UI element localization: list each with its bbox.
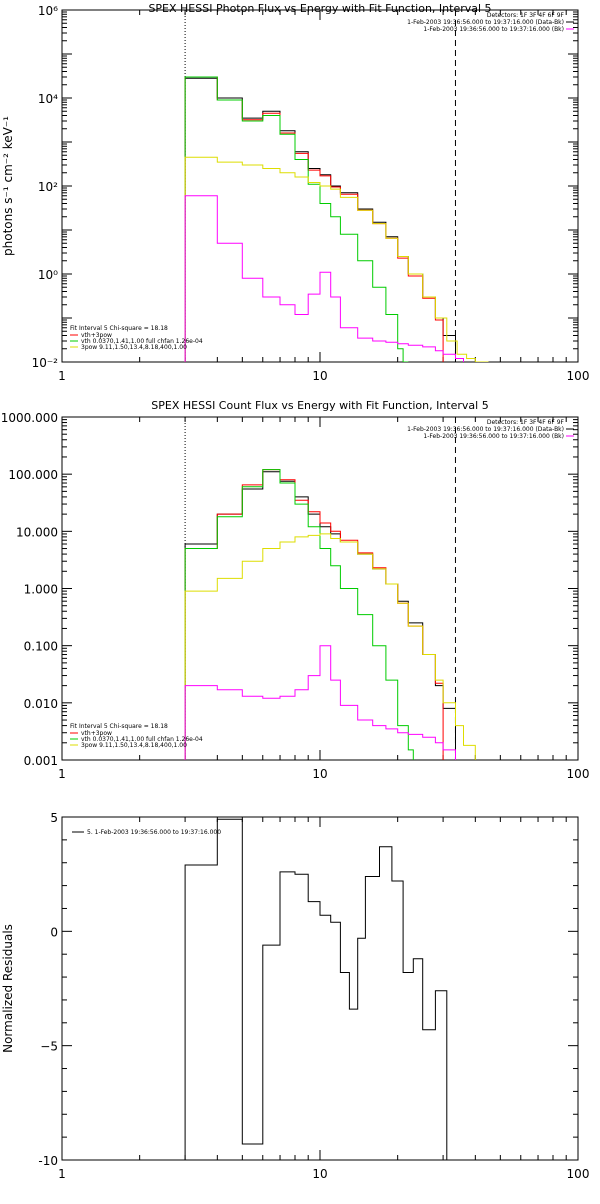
series-line-3 <box>184 76 409 362</box>
legend-title: Fit Interval 5 Chi-square = 18.18 <box>70 325 168 332</box>
x-tick-label: 100 <box>567 767 590 781</box>
series-line-2 <box>184 76 444 362</box>
y-tick-label: 10² <box>38 180 58 194</box>
chart-title: SPEX HESSI Count Flux vs Energy with Fit… <box>151 399 488 412</box>
series-line-5 <box>184 645 456 760</box>
y-tick-label: 10⁻² <box>32 356 59 370</box>
header-line: Detectors: 1F 3F 4F 6F 9F <box>487 12 565 19</box>
legend-label: vth+3pow <box>81 332 112 339</box>
series-line-2 <box>184 469 444 760</box>
series-group <box>184 818 456 1160</box>
legend-label: 3pow 9.11,1.50,13.4,8.18,400,1.00 <box>81 742 187 749</box>
chart-panel-2: SPEX HESSI Count Flux vs Energy with Fit… <box>1 399 590 781</box>
y-tick-label: 10⁰ <box>38 268 58 282</box>
legend-label: 5. 1-Feb-2003 19:36:56.000 to 19:37:16.0… <box>87 829 221 836</box>
legend-label: vth 0.0370,1.41,1.00 full chfan 1.26e-04 <box>81 736 203 743</box>
x-tick-label: 1 <box>58 369 66 383</box>
series-line-4 <box>184 533 476 760</box>
series-group <box>184 76 489 362</box>
x-tick-label: 1 <box>58 1167 66 1181</box>
y-tick-label: 100.000 <box>8 468 58 482</box>
x-tick-label: 100 <box>567 369 590 383</box>
y-tick-label: 0.100 <box>24 640 58 654</box>
y-tick-label: 0 <box>50 925 58 939</box>
legend-title: Fit Interval 5 Chi-square = 18.18 <box>70 723 168 730</box>
chart-panel-3: 1 10 100 -10 −5 0 5 Normalized Residuals 5. 1-Fe… <box>1 811 589 1181</box>
y-tick-label: 10.000 <box>16 525 58 539</box>
legend-label: vth 0.0370,1.41,1.00 full chfan 1.26e-04 <box>81 338 203 345</box>
x-tick-label: 100 <box>567 1167 590 1181</box>
header-line: 1-Feb-2003 19:36:56.000 to 19:37:16.000 … <box>423 26 564 33</box>
header-line: 1-Feb-2003 19:36:56.000 to 19:37:16.000 … <box>407 19 564 26</box>
y-tick-label: −5 <box>40 1040 58 1054</box>
x-tick-label: 10 <box>312 767 327 781</box>
y-tick-label: 0.010 <box>24 697 58 711</box>
y-tick-label: -10 <box>38 1154 58 1168</box>
header-line: 1-Feb-2003 19:36:56.000 to 19:37:16.000 … <box>407 426 564 433</box>
header-line: Detectors: 1F 3F 4F 6F 9F <box>487 419 565 426</box>
y-axis-label: Normalized Residuals <box>1 924 15 1053</box>
series-line-4 <box>184 156 489 362</box>
chart-title: SPEX HESSI Photon Flux vs Energy with Fi… <box>148 2 491 15</box>
series-line-5 <box>184 195 464 362</box>
y-tick-label: 0.001 <box>24 754 58 768</box>
plot-frame <box>61 416 579 761</box>
y-axis-label: photons s⁻¹ cm⁻² keV⁻¹ <box>1 116 15 256</box>
x-tick-label: 1 <box>58 767 66 781</box>
header-line: 1-Feb-2003 19:36:56.000 to 19:37:16.000 … <box>423 433 564 440</box>
y-tick-label: 10⁴ <box>38 92 58 106</box>
y-tick-label: 10⁶ <box>38 4 58 18</box>
y-tick-label: 1.000 <box>24 583 58 597</box>
series-line-1 <box>184 77 456 362</box>
y-tick-label: 5 <box>50 811 58 825</box>
series-group <box>184 469 476 760</box>
legend-label: vth+3pow <box>81 730 112 737</box>
x-tick-label: 10 <box>312 1167 327 1181</box>
series-line-1 <box>184 818 456 1160</box>
x-tick-label: 10 <box>312 369 327 383</box>
y-tick-label: 1000.000 <box>1 411 58 425</box>
legend-label: 3pow 9.11,1.50,13.4,8.18,400,1.00 <box>81 344 187 351</box>
plot-frame <box>61 816 579 1161</box>
series-line-3 <box>184 469 414 760</box>
chart-panel-1: SPEX HESSI Photon Flux vs Energy with Fi… <box>1 2 589 383</box>
